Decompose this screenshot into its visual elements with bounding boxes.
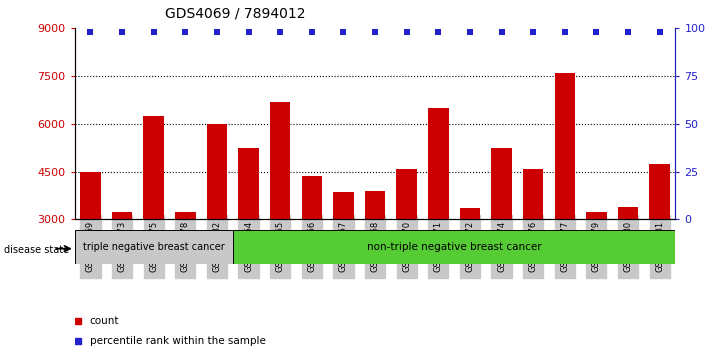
Bar	[207, 124, 228, 219]
Bar	[175, 211, 196, 219]
Bar	[523, 169, 543, 219]
Bar	[397, 169, 417, 219]
Text: count: count	[90, 315, 119, 326]
Bar	[459, 208, 480, 219]
Bar	[555, 73, 575, 219]
Bar	[586, 211, 606, 219]
Text: GDS4069 / 7894012: GDS4069 / 7894012	[165, 7, 305, 21]
Bar	[301, 176, 322, 219]
Bar	[80, 172, 101, 219]
Bar	[270, 102, 291, 219]
Text: non-triple negative breast cancer: non-triple negative breast cancer	[367, 242, 541, 252]
Bar	[428, 108, 449, 219]
Bar	[333, 193, 353, 219]
Text: percentile rank within the sample: percentile rank within the sample	[90, 336, 265, 346]
Bar	[649, 164, 670, 219]
Bar	[365, 191, 385, 219]
Bar	[112, 211, 132, 219]
Bar	[238, 148, 259, 219]
Bar	[144, 116, 164, 219]
Text: disease state: disease state	[4, 245, 69, 255]
Bar	[75, 230, 232, 264]
Bar	[232, 230, 675, 264]
Bar	[491, 148, 512, 219]
Bar	[618, 207, 638, 219]
Text: triple negative breast cancer: triple negative breast cancer	[83, 242, 225, 252]
